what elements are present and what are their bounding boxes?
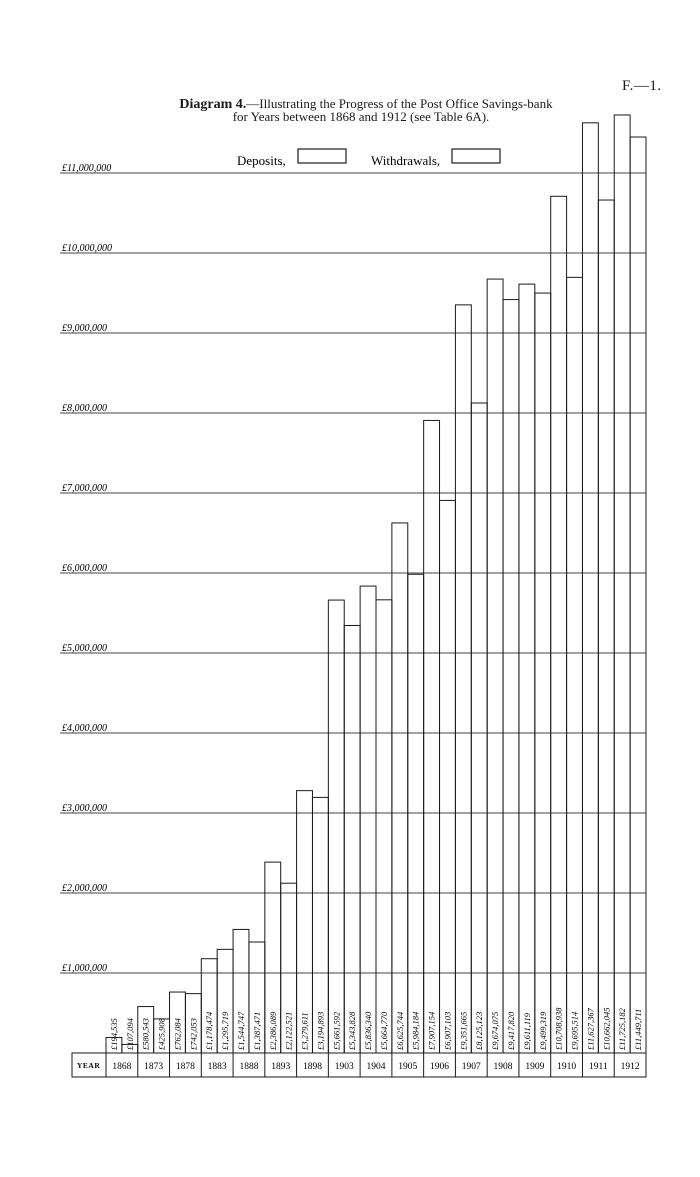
y-tick-label: £10,000,000: [62, 243, 112, 254]
year-label: 1906: [430, 1062, 449, 1072]
withdrawal-value-label: £742,053: [188, 1018, 198, 1050]
deposit-value-label: £194,535: [109, 1018, 119, 1050]
page-identifier: F.—1.: [622, 78, 662, 94]
year-label: 1905: [398, 1062, 417, 1072]
deposit-bar: [327, 599, 345, 1054]
deposit-value-label: £5,836,340: [363, 1011, 373, 1050]
deposit-value-label: £7,907,154: [427, 1011, 437, 1050]
chart-subtitle: for Years between 1868 and 1912 (see Tab…: [232, 109, 490, 124]
year-label: 1903: [335, 1062, 354, 1072]
year-label: 1904: [367, 1062, 386, 1072]
year-label: 1888: [239, 1062, 258, 1072]
withdrawal-value-label: £5,984,184: [411, 1011, 421, 1050]
deposit-bar: [486, 278, 504, 1054]
deposit-value-label: £9,611,119: [522, 1012, 532, 1050]
withdrawal-value-label: £1,295,719: [220, 1011, 230, 1050]
year-label: 1907: [462, 1062, 481, 1072]
withdrawal-value-label: £1,387,471: [252, 1012, 262, 1050]
deposit-bar: [423, 419, 441, 1054]
withdrawal-value-label: £107,094: [125, 1017, 135, 1050]
withdrawal-value-label: £10,662,045: [601, 1008, 611, 1051]
deposit-value-label: £11,627,367: [585, 1007, 595, 1050]
deposit-value-label: £11,725,182: [617, 1007, 627, 1050]
withdrawal-bar: [343, 624, 361, 1054]
deposit-bar: [391, 522, 409, 1054]
deposit-value-label: £2,386,089: [268, 1011, 278, 1050]
year-label: 1912: [621, 1062, 640, 1072]
deposit-bar: [613, 114, 631, 1054]
withdrawal-value-label: £9,695,514: [570, 1011, 580, 1050]
y-tick-label: £11,000,000: [62, 163, 111, 174]
withdrawal-bar: [629, 136, 647, 1054]
y-tick-label: £8,000,000: [62, 403, 107, 414]
withdrawal-bar: [407, 573, 425, 1054]
y-tick-label: £3,000,000: [62, 803, 107, 814]
withdrawal-value-label: £3,194,893: [315, 1012, 325, 1050]
year-axis-header: YEAR: [77, 1061, 100, 1070]
withdrawal-bar: [597, 199, 615, 1054]
withdrawal-value-label: £5,664,770: [379, 1011, 389, 1050]
withdrawal-value-label: £425,908: [157, 1017, 167, 1050]
deposit-value-label: £9,351,665: [458, 1012, 468, 1050]
deposit-bar: [359, 585, 377, 1054]
withdrawal-bar: [375, 599, 393, 1054]
withdrawal-bar: [534, 292, 552, 1054]
year-label: 1911: [589, 1062, 608, 1072]
y-tick-label: £9,000,000: [62, 323, 107, 334]
withdrawal-value-label: £8,125,123: [474, 1012, 484, 1050]
y-tick-label: £5,000,000: [62, 643, 107, 654]
chart-title: Diagram 4.—Illustrating the Progress of …: [0, 96, 700, 112]
y-axis-labels: £1,000,000 £2,000,000 £3,000,000 £4,000,000…: [62, 163, 112, 974]
year-label: 1908: [494, 1062, 513, 1072]
deposit-value-label: £580,543: [141, 1018, 151, 1050]
year-label: 1883: [208, 1062, 227, 1072]
withdrawal-bar: [439, 499, 456, 1054]
legend-withdrawals-label: Withdrawals,: [371, 153, 440, 168]
withdrawal-value-label: £9,417,820: [506, 1011, 516, 1050]
withdrawal-value-label: £9,499,319: [538, 1011, 548, 1050]
deposit-value-label: £10,708,938: [554, 1007, 564, 1050]
legend: Deposits, Withdrawals,: [237, 148, 501, 168]
chart-title-rest: —Illustrating the Progress of the Post O…: [246, 96, 553, 111]
grid-lines: [60, 172, 646, 974]
year-label: 1898: [303, 1062, 322, 1072]
deposit-value-label: £3,279,611: [300, 1012, 310, 1050]
deposit-value-label: £9,674,075: [490, 1012, 500, 1050]
withdrawal-value-label: £2,122,521: [284, 1012, 294, 1050]
deposit-value-label: £5,661,592: [331, 1011, 341, 1050]
y-tick-label: £7,000,000: [62, 483, 107, 494]
deposit-value-label: £1,178,474: [204, 1011, 214, 1050]
withdrawal-value-label: £5,343,828: [347, 1011, 357, 1050]
deposit-value-label: £762,084: [172, 1017, 182, 1050]
withdrawal-bar: [470, 402, 488, 1054]
y-tick-label: £4,000,000: [62, 723, 107, 734]
withdrawal-value-label: £11,449,711: [633, 1009, 643, 1050]
bars: [105, 114, 647, 1054]
legend-withdrawals-swatch: [451, 148, 501, 164]
y-tick-label: £1,000,000: [62, 963, 107, 974]
year-axis: YEAR 1868 1873 1878 1883 1888 1893 1898 1903 190…: [71, 1052, 647, 1078]
year-label: 1910: [557, 1062, 576, 1072]
chart-title-bold: Diagram 4.: [179, 97, 247, 112]
deposit-bar: [454, 304, 472, 1054]
deposit-bar: [550, 195, 568, 1054]
deposit-value-label: £1,544,747: [236, 1011, 246, 1050]
legend-deposits-swatch: [297, 148, 347, 164]
y-tick-label: £6,000,000: [62, 563, 107, 574]
legend-deposits-label: Deposits,: [237, 153, 286, 168]
deposit-bar: [581, 122, 599, 1054]
year-label: 1878: [176, 1062, 195, 1072]
withdrawal-bar: [566, 276, 583, 1054]
year-label: 1893: [271, 1062, 290, 1072]
withdrawal-value-label: £6,907,103: [442, 1012, 452, 1050]
y-tick-label: £2,000,000: [62, 883, 107, 894]
year-label: 1873: [144, 1062, 163, 1072]
year-label: 1868: [112, 1062, 131, 1072]
value-labels: £194,535 £107,094 £580,543 £425,908 £762,084…: [109, 1007, 643, 1050]
deposit-value-label: £6,625,744: [395, 1011, 405, 1050]
deposit-bar: [518, 283, 536, 1054]
year-label: 1909: [525, 1062, 544, 1072]
